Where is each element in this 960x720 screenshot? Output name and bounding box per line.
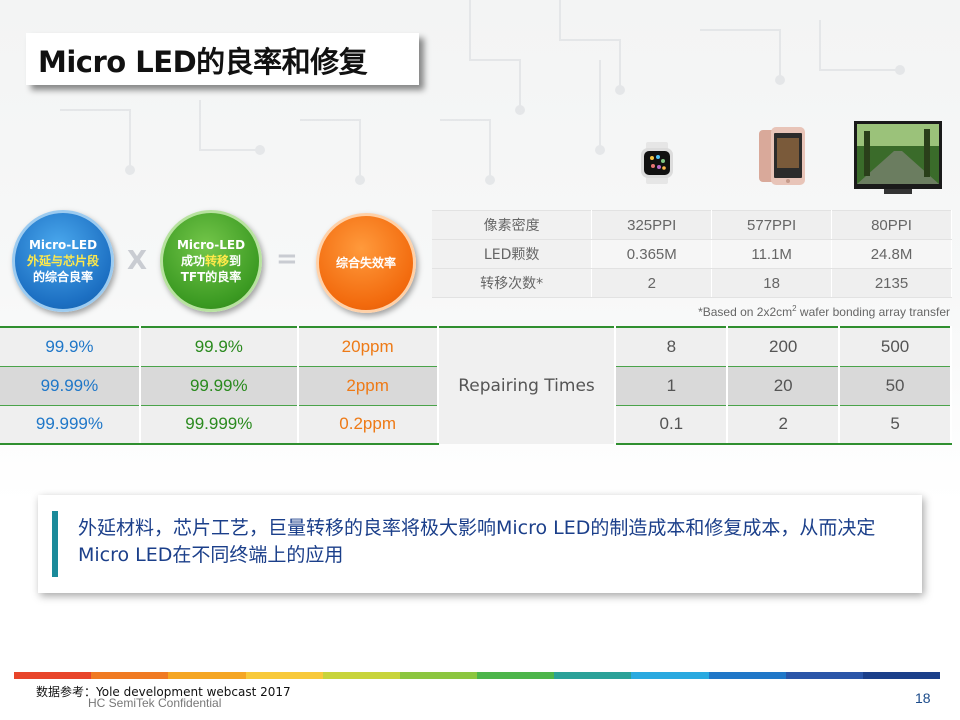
title-box: Micro LED的良率和修复 [26,33,419,85]
epi-yield-cell: 99.9% [0,326,141,366]
repairing-times-label: Repairing Times [437,326,617,444]
summary-note-box: 外延材料，芯片工艺，巨量转移的良率将极大影响Micro LED的制造成本和修复成… [38,495,922,593]
circle-label: 成功 [180,254,205,268]
page-number: 18 [915,690,931,706]
footnote-text-end: wafer bonding array transfer [796,305,950,319]
failure-rate-circle: 综合失效率 [316,213,416,313]
footer-color-strip [14,672,941,679]
table-cell: 2135 [831,268,952,298]
row-label-transfer-count: 转移次数* [432,268,593,298]
transfer-yield-cell: 99.9% [139,326,299,366]
circle-label: 到 [229,254,242,268]
circle-label: TFT的良率 [180,270,242,284]
circle-label-highlight: 转移 [204,254,229,268]
table-cell: 11.1M [711,239,833,269]
repair-count-cell: 50 [839,365,952,405]
repair-count-cell: 1 [615,365,729,405]
footnote-superscript: 2 [792,304,797,313]
repair-count-cell: 5 [839,404,952,445]
table-cell: 2 [591,268,713,298]
row-label-led-count: LED颗数 [432,239,593,269]
table-row: LED颗数 0.365M 11.1M 24.8M [432,239,952,269]
table-row: 99.9% 99.9% 20ppm Repairing Times 8 200 … [0,326,952,444]
circle-label-line: 成功转移到 [181,253,241,269]
repair-count-cell: 0.1 [615,404,729,445]
equals-symbol: = [276,244,298,274]
repair-count-cell: 200 [727,326,841,366]
table-row: 99.99% 99.99% 2ppm 1 20 50 [0,365,952,405]
failure-rate-cell: 2ppm [297,365,439,405]
table-cell: 24.8M [831,239,952,269]
repair-count-cell: 500 [839,326,952,366]
failure-rate-cell: 0.2ppm [297,404,439,445]
device-spec-table: 像素密度 325PPI 577PPI 80PPI LED颗数 0.365M 11… [432,210,952,298]
footnote-text: *Based on 2x2cm [698,305,793,319]
circle-label: Micro-LED [176,238,246,252]
circle-label-highlight: 外延与芯片段 [26,254,99,268]
circle-label: Micro-LED [28,238,98,252]
table-row: 转移次数* 2 18 2135 [432,268,952,298]
page-title: Micro LED的良率和修复 [38,45,368,79]
summary-note-text: 外延材料，芯片工艺，巨量转移的良率将极大影响Micro LED的制造成本和修复成… [78,517,876,566]
transfer-yield-cell: 99.99% [139,365,299,405]
smartwatch-image [641,142,673,184]
circle-label: 的综合良率 [32,270,93,284]
table-cell: 325PPI [591,210,713,240]
multiply-symbol: X [127,246,148,276]
row-label-pixel-density: 像素密度 [432,210,593,240]
table-row: 99.999% 99.999% 0.2ppm 0.1 2 5 [0,404,952,445]
table-cell: 0.365M [591,239,713,269]
repair-count-cell: 20 [727,365,841,405]
failure-rate-cell: 20ppm [297,326,439,366]
data-source: 数据参考：Yole development webcast 2017 [36,685,291,699]
transfer-yield-cell: 99.999% [139,404,299,445]
confidential-label: HC SemiTek Confidential [88,696,222,710]
table-cell: 80PPI [831,210,952,240]
yield-repair-table: 99.9% 99.9% 20ppm Repairing Times 8 200 … [0,326,952,445]
table-row: 像素密度 325PPI 577PPI 80PPI [432,210,952,240]
table-cell: 18 [711,268,833,298]
epi-yield-cell: 99.999% [0,404,141,445]
repair-count-cell: 8 [615,326,729,366]
note-accent-bar [52,511,58,577]
table-footnote: *Based on 2x2cm2 wafer bonding array tra… [640,304,950,319]
transfer-yield-circle: Micro-LED 成功转移到 TFT的良率 [160,210,262,312]
television-image [854,121,942,194]
repair-count-cell: 2 [727,404,841,445]
circle-label: 综合失效率 [335,256,396,270]
smartphone-image [759,127,805,185]
epi-yield-cell: 99.99% [0,365,141,405]
epi-chip-yield-circle: Micro-LED 外延与芯片段 的综合良率 [12,210,114,312]
table-cell: 577PPI [711,210,833,240]
